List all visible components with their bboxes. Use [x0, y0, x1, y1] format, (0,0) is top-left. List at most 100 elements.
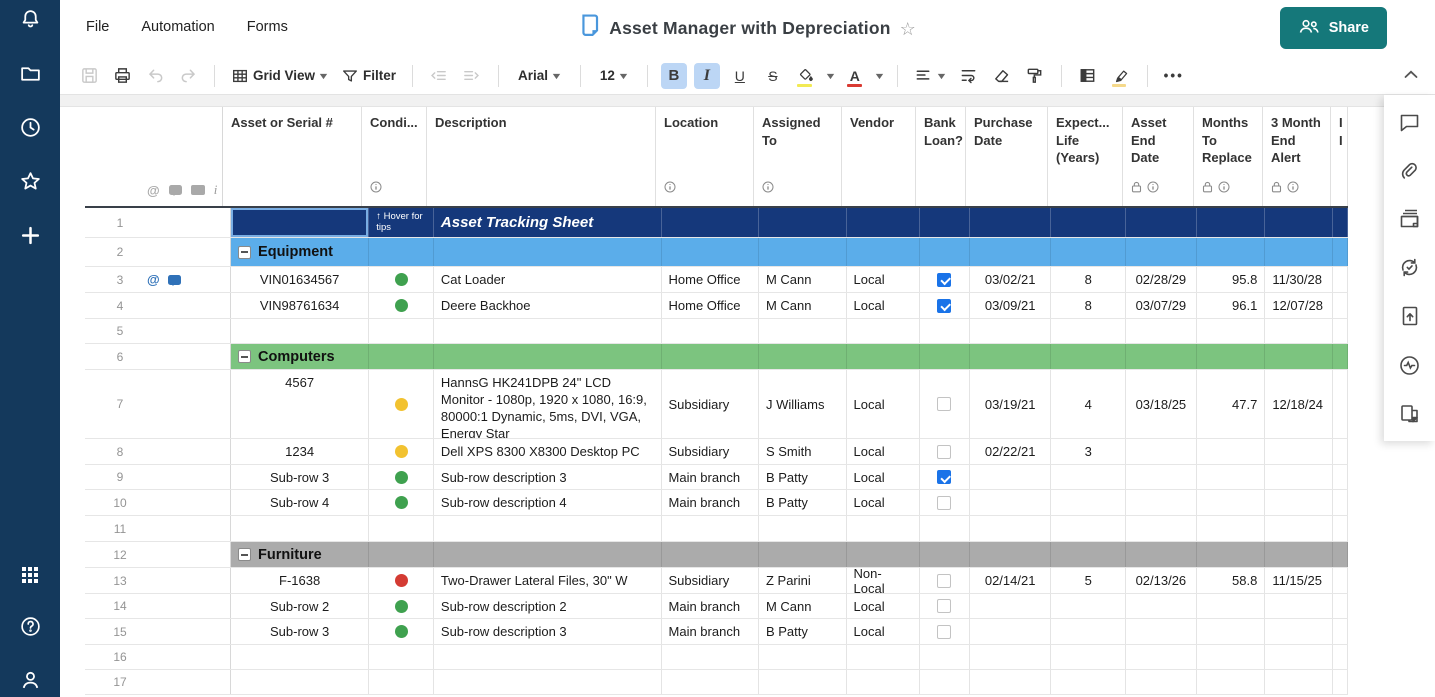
borders-icon[interactable] — [1075, 63, 1101, 89]
cell-extra[interactable] — [1333, 516, 1348, 541]
fill-color-button[interactable] — [793, 63, 819, 89]
cell-alert[interactable] — [1265, 490, 1333, 515]
cell-alert[interactable] — [1265, 465, 1333, 489]
row-gutter[interactable]: 14 — [85, 594, 232, 618]
cell-status[interactable] — [369, 238, 434, 266]
bank-loan-checkbox[interactable] — [937, 298, 952, 313]
cell-extra[interactable] — [1333, 465, 1348, 489]
cell-desc[interactable] — [433, 542, 662, 567]
cell-end[interactable] — [1126, 465, 1197, 489]
cell-alert[interactable] — [1265, 208, 1333, 237]
cell-life[interactable] — [1051, 542, 1127, 567]
row-gutter[interactable]: 7 — [85, 370, 232, 438]
row-number[interactable]: 14 — [113, 599, 127, 613]
cell-life[interactable]: 5 — [1051, 568, 1127, 593]
cell-extra[interactable] — [1332, 344, 1348, 369]
cell-who[interactable]: M Cann — [759, 594, 847, 618]
cell-loan[interactable] — [920, 619, 970, 644]
cell-end[interactable] — [1126, 439, 1197, 464]
bank-loan-checkbox[interactable] — [937, 495, 952, 510]
activity-log-icon[interactable] — [1398, 354, 1421, 377]
cell-months[interactable]: 47.7 — [1197, 370, 1266, 438]
cell-who[interactable]: M Cann — [759, 267, 847, 292]
share-button[interactable]: Share — [1279, 7, 1387, 49]
cell-desc[interactable]: Two-Drawer Lateral Files, 30" W — [434, 568, 662, 593]
proof-icon[interactable] — [190, 185, 205, 195]
cell-loan[interactable] — [920, 267, 970, 292]
row-number[interactable]: 2 — [116, 245, 124, 259]
cell-vendor[interactable]: Local — [847, 370, 921, 438]
bell-icon[interactable] — [19, 8, 42, 31]
cell-loan[interactable] — [920, 293, 970, 318]
cell-who[interactable] — [758, 344, 847, 369]
cell-loan[interactable] — [920, 465, 970, 489]
cell-alert[interactable]: 11/30/28 — [1265, 267, 1333, 292]
cell-months[interactable] — [1197, 594, 1266, 618]
help-icon[interactable] — [19, 615, 42, 638]
cell-vendor[interactable] — [846, 208, 921, 237]
collapse-toggle-icon[interactable] — [238, 350, 252, 363]
highlighter-icon[interactable] — [1108, 63, 1134, 89]
cell-extra[interactable] — [1333, 490, 1348, 515]
cell-end[interactable] — [1126, 594, 1197, 618]
cell-extra[interactable] — [1332, 208, 1348, 237]
account-person-icon[interactable] — [19, 668, 42, 691]
collapse-toggle-icon[interactable] — [238, 245, 252, 259]
cell-desc[interactable] — [434, 645, 662, 669]
row-number[interactable]: 16 — [113, 650, 127, 664]
cell-life[interactable] — [1051, 319, 1127, 343]
cell-buy[interactable] — [970, 594, 1052, 618]
bank-loan-checkbox[interactable] — [937, 599, 952, 613]
cell-life[interactable] — [1051, 208, 1127, 237]
column-header-end[interactable]: Asset End Date — [1123, 107, 1194, 206]
cell-end[interactable] — [1126, 238, 1197, 266]
cell-life[interactable] — [1051, 619, 1127, 644]
cell-life[interactable]: 8 — [1051, 267, 1127, 292]
cell-who[interactable]: S Smith — [759, 439, 847, 464]
cell-buy[interactable] — [970, 619, 1052, 644]
cell-vendor[interactable] — [846, 344, 921, 369]
cell-vendor[interactable] — [847, 516, 921, 541]
row-gutter[interactable]: 8 — [85, 439, 232, 464]
cell-months[interactable] — [1197, 516, 1266, 541]
cell-desc[interactable]: Dell XPS 8300 X8300 Desktop PC — [434, 439, 662, 464]
row-gutter[interactable]: 9 — [85, 465, 232, 489]
cell-alert[interactable] — [1265, 645, 1333, 669]
cell-alert[interactable] — [1265, 439, 1333, 464]
cell-loc[interactable]: Main branch — [662, 594, 759, 618]
cell-loc[interactable] — [662, 670, 759, 694]
row-gutter[interactable]: 17 — [85, 670, 232, 694]
cell-vendor[interactable]: Local — [847, 594, 921, 618]
cell-serial[interactable] — [231, 645, 370, 669]
indent-icon[interactable] — [459, 63, 485, 89]
cell-desc[interactable]: Deere Backhoe — [434, 293, 662, 318]
cell-status[interactable]: ↑ Hover for tips — [369, 208, 434, 237]
attachment-icon[interactable]: @ — [147, 182, 160, 198]
cell-extra[interactable] — [1333, 568, 1348, 593]
cell-vendor[interactable] — [846, 542, 921, 567]
row-info-icon[interactable]: i — [213, 182, 218, 197]
cell-alert[interactable] — [1265, 542, 1333, 567]
cell-who[interactable] — [759, 516, 847, 541]
cell-loc[interactable]: Subsidiary — [662, 439, 759, 464]
cell-extra[interactable] — [1332, 542, 1348, 567]
row-gutter[interactable]: 16 — [85, 645, 232, 669]
cell-months[interactable]: 95.8 — [1197, 267, 1266, 292]
cell-loc[interactable]: Main branch — [662, 490, 759, 515]
cell-extra[interactable] — [1333, 267, 1348, 292]
row-gutter[interactable]: 4 — [85, 293, 232, 318]
cell-alert[interactable] — [1265, 670, 1333, 694]
cell-buy[interactable] — [969, 344, 1052, 369]
cell-end[interactable] — [1126, 619, 1197, 644]
row-gutter[interactable]: 1 — [85, 208, 232, 237]
cell-loc[interactable] — [661, 344, 759, 369]
cell-serial[interactable] — [231, 208, 370, 237]
cell-loan[interactable] — [920, 238, 970, 266]
column-header-months[interactable]: Months To Replace — [1194, 107, 1263, 206]
row-number[interactable]: 15 — [113, 624, 127, 639]
cell-desc[interactable]: Sub-row description 3 — [434, 619, 662, 644]
bank-loan-checkbox[interactable] — [937, 397, 952, 411]
cell-months[interactable] — [1197, 619, 1266, 644]
menu-forms[interactable]: Forms — [246, 19, 288, 35]
cell-loc[interactable]: Subsidiary — [662, 370, 759, 438]
